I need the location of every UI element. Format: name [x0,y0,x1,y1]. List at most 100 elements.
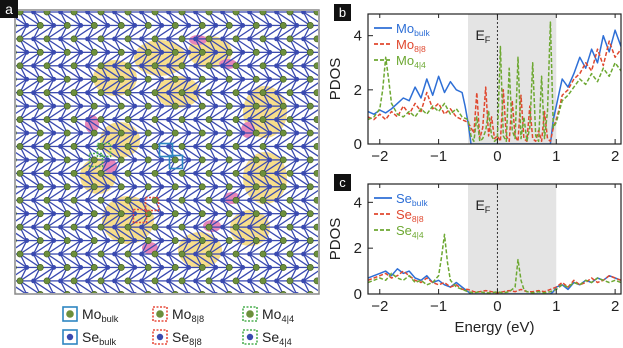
lattice-bond [19,38,41,53]
se-atom [85,63,90,69]
pdos-series-2 [368,233,621,294]
lattice-bond [7,200,14,213]
lattice-bond [317,321,324,334]
lattice-bond [303,243,318,255]
lattice-bond [47,308,54,321]
se-atom [132,184,138,190]
mo-atom [171,183,179,191]
mo-atom [144,129,152,137]
se-atom [267,291,272,293]
mo-atom [97,196,105,204]
lattice-bond [208,240,230,255]
mo-atom [205,277,213,285]
lattice-bond [222,78,244,94]
lattice-bond [222,172,244,188]
legend-label: Sebulk [82,329,116,347]
lattice-bond [60,132,82,147]
mo-atom [178,116,186,123]
lattice-bond [46,159,68,174]
mo-atom [306,22,314,29]
lattice-bond [73,65,95,80]
lattice-bond [127,65,149,80]
lattice-bond [222,266,244,282]
mo-atom [145,0,151,2]
lattice-bond [7,52,14,65]
se-atom [78,157,84,163]
se-atom [301,251,306,257]
mo-atom [124,35,132,43]
lattice-bond [168,92,190,107]
mo-atom [44,332,50,338]
se-atom [112,170,117,176]
lattice-bond [73,11,95,26]
lattice-bond [60,266,82,282]
se-atom [31,224,36,230]
lattice-bond [100,253,122,268]
lattice-bond [114,38,136,53]
lattice-bond [181,253,203,268]
se-atom [193,251,198,257]
lattice-bond [60,172,82,188]
se-atom [213,238,219,243]
lattice-bond [168,280,188,293]
se-atom [348,0,353,1]
mo-atom [198,129,206,137]
se-atom [78,265,84,270]
lattice-bond [87,213,109,228]
lattice-bond [33,78,55,94]
lattice-bond [289,186,311,201]
lattice-bond [168,105,190,121]
lattice-bond [87,226,109,242]
lattice-bond [33,280,53,293]
se-atom [213,103,219,109]
mo-atom [307,318,313,324]
mo-atom [43,250,51,258]
se-atom [139,332,144,337]
mo-atom [259,169,267,177]
mo-atom [307,290,314,293]
lattice-bond [289,213,311,228]
lattice-bond [16,286,26,293]
mo-atom [361,0,367,2]
lattice-bond [317,308,324,321]
lattice-bond [46,78,68,94]
mo-atom [90,48,98,56]
se-atom [301,278,306,284]
se-atom [267,265,273,270]
lattice-bond [358,160,365,173]
mo-atom [124,250,132,258]
lattice-bond [114,172,136,188]
lattice-bond [19,253,41,268]
se-atom [220,197,225,203]
lattice-atoms [4,0,367,338]
lattice-bond [344,241,351,254]
lattice-bond [60,11,82,26]
lattice-bond [249,253,271,268]
lattice-bond [73,199,95,215]
lattice-bond [344,120,351,133]
se-atom [51,49,57,55]
lattice-bond [100,186,122,201]
se-atom [328,144,333,149]
mo-atom [306,102,314,110]
mo-atom [117,48,125,56]
se-atom [4,305,9,310]
lattice-bond [317,308,337,321]
lattice-bond [16,98,28,107]
lattice-bond [289,266,311,282]
lattice-bond [87,253,109,268]
se-atom [267,211,273,217]
lattice-bond [141,119,163,134]
lattice-bond [87,132,109,147]
mo-atom [43,169,51,177]
lattice-bond [344,308,364,321]
lattice-bond [114,24,136,40]
x-tick-label: 2 [611,298,619,315]
lattice-bond [33,119,55,134]
lattice-bond [19,132,41,147]
mo-atom [198,237,206,244]
mo-atom [117,22,125,29]
lattice-bond [331,120,338,133]
lattice-bond [303,199,318,211]
mo-atom [43,89,51,97]
